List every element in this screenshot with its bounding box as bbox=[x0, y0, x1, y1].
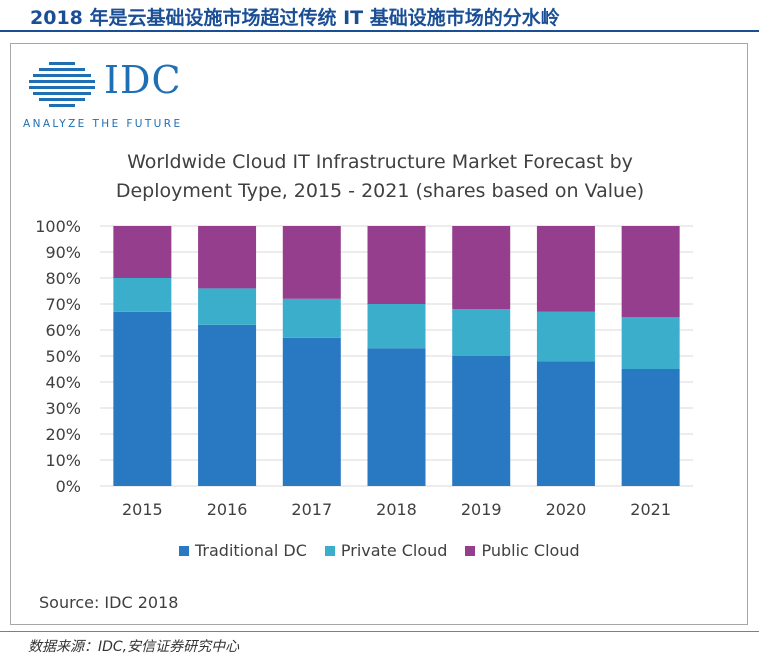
y-tick-label: 60% bbox=[45, 321, 81, 340]
chart-title-line-1: Worldwide Cloud IT Infrastructure Market… bbox=[127, 151, 633, 173]
legend-item-private-cloud: Private Cloud bbox=[324, 541, 448, 560]
legend-label-traditional-dc: Traditional DC bbox=[195, 541, 307, 560]
x-tick-label: 2021 bbox=[630, 500, 671, 519]
bar-segment-public-cloud bbox=[621, 226, 680, 317]
y-tick-label: 20% bbox=[45, 425, 81, 444]
y-tick-label: 10% bbox=[45, 451, 81, 470]
y-tick-label: 50% bbox=[45, 347, 81, 366]
bar-segment-traditional-dc bbox=[621, 369, 680, 486]
chart-panel: IDC ANALYZE THE FUTURE Worldwide Cloud I… bbox=[10, 43, 748, 625]
x-tick-label: 2020 bbox=[546, 500, 587, 519]
bar-segment-private-cloud bbox=[198, 288, 257, 325]
bar-segment-traditional-dc bbox=[536, 361, 595, 486]
legend-swatch-private-cloud bbox=[324, 545, 335, 556]
heading-divider bbox=[0, 30, 759, 32]
idc-globe-logo-icon bbox=[29, 62, 95, 107]
stacked-bar-chart: 0% 10% 20% 30% 40% 50% 60% 70% 80% 90% 100% 2015 201… bbox=[35, 217, 693, 519]
x-tick-label: 2019 bbox=[461, 500, 502, 519]
footer-divider bbox=[0, 631, 759, 632]
bar-segment-private-cloud bbox=[113, 278, 172, 312]
bar-segment-private-cloud bbox=[621, 317, 680, 369]
chart-title-line-2: Deployment Type, 2015 - 2021 (shares bas… bbox=[115, 180, 645, 202]
bar-segment-traditional-dc bbox=[113, 311, 172, 486]
legend-item-traditional-dc: Traditional DC bbox=[179, 541, 307, 560]
chart-legend: Traditional DC Private Cloud Public Clou… bbox=[179, 541, 580, 560]
page-heading: 2018 年是云基础设施市场超过传统 IT 基础设施市场的分水岭 bbox=[30, 7, 560, 29]
idc-logo-text: IDC bbox=[104, 58, 182, 102]
chart-title: Worldwide Cloud IT Infrastructure Market… bbox=[11, 148, 749, 206]
bar-segment-traditional-dc bbox=[282, 337, 341, 486]
legend-item-public-cloud: Public Cloud bbox=[465, 541, 580, 560]
legend-label-private-cloud: Private Cloud bbox=[340, 541, 448, 560]
y-tick-label: 100% bbox=[35, 217, 81, 236]
y-tick-label: 30% bbox=[45, 399, 81, 418]
bar-segment-traditional-dc bbox=[452, 356, 511, 486]
y-tick-label: 80% bbox=[45, 269, 81, 288]
legend-label-public-cloud: Public Cloud bbox=[481, 541, 580, 560]
bar-segment-public-cloud bbox=[536, 226, 595, 312]
y-tick-label: 40% bbox=[45, 373, 81, 392]
bar-segment-public-cloud bbox=[282, 226, 341, 299]
bar-segment-public-cloud bbox=[367, 226, 426, 304]
x-tick-label: 2018 bbox=[376, 500, 417, 519]
bar-segment-private-cloud bbox=[367, 304, 426, 349]
y-tick-label: 70% bbox=[45, 295, 81, 314]
bar-segment-public-cloud bbox=[452, 226, 511, 310]
y-tick-label: 90% bbox=[45, 243, 81, 262]
idc-tagline: ANALYZE THE FUTURE bbox=[23, 118, 183, 130]
legend-swatch-public-cloud bbox=[465, 545, 476, 556]
bar-segment-traditional-dc bbox=[198, 324, 257, 486]
x-tick-label: 2016 bbox=[207, 500, 248, 519]
bar-segment-public-cloud bbox=[113, 226, 172, 278]
bar-segment-private-cloud bbox=[536, 311, 595, 362]
chart-source: Source: IDC 2018 bbox=[39, 593, 179, 612]
bar-segment-traditional-dc bbox=[367, 348, 426, 486]
x-tick-label: 2017 bbox=[291, 500, 332, 519]
x-tick-label: 2015 bbox=[122, 500, 163, 519]
bar-segment-public-cloud bbox=[198, 226, 257, 289]
y-tick-label: 0% bbox=[56, 477, 81, 496]
bar-segment-private-cloud bbox=[452, 309, 511, 356]
bar-segment-private-cloud bbox=[282, 298, 341, 338]
legend-swatch-traditional-dc bbox=[179, 545, 189, 556]
data-source-footer: 数据来源：IDC,安信证券研究中心 bbox=[28, 639, 240, 655]
